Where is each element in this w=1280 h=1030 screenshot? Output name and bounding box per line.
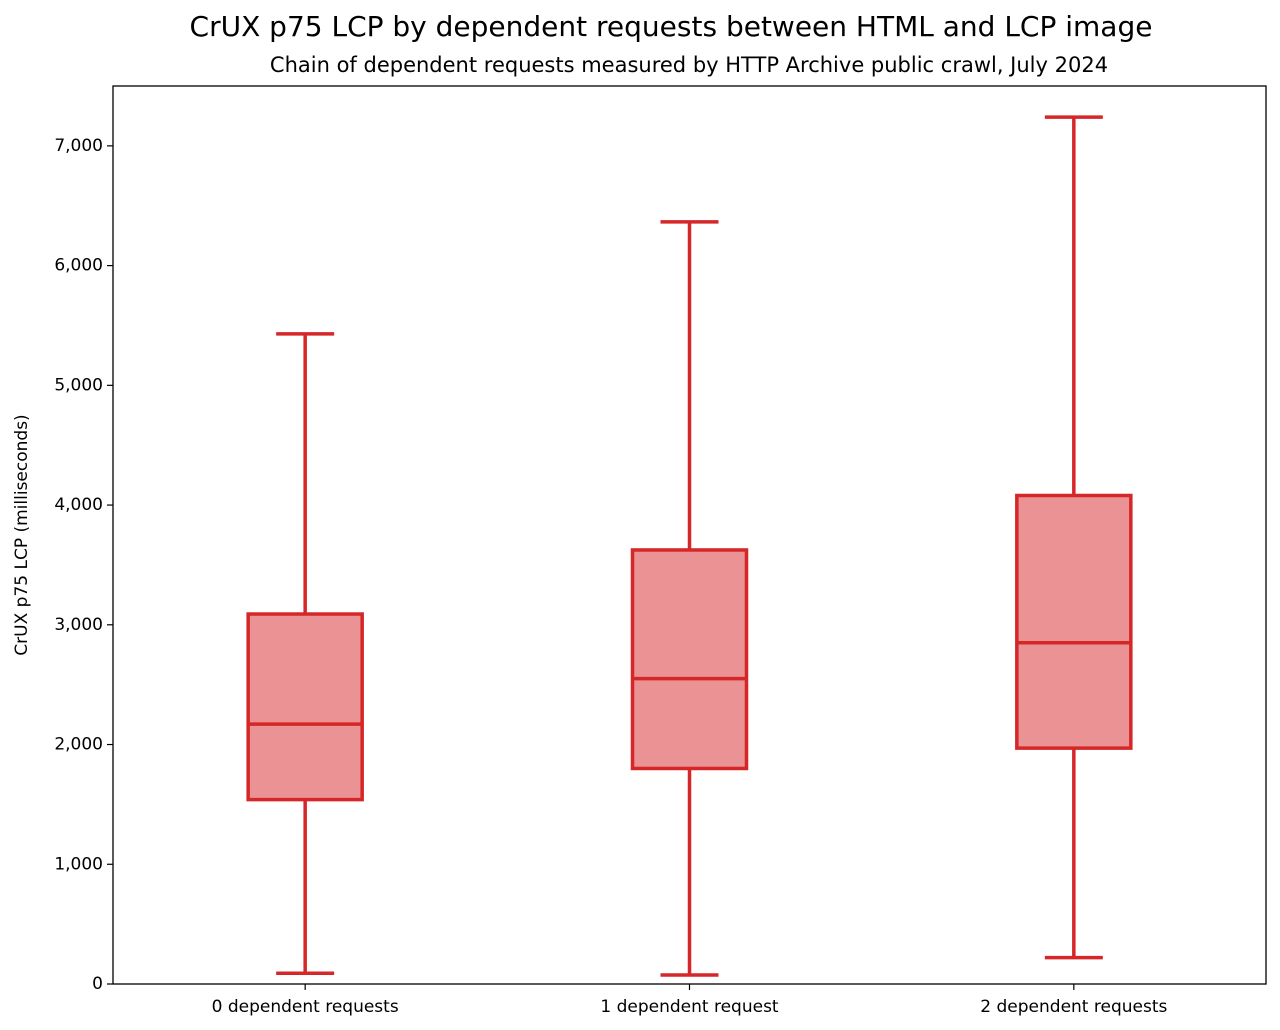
y-axis-label: CrUX p75 LCP (milliseconds)	[12, 414, 32, 655]
box	[1015, 493, 1133, 750]
x-tick-label: 0 dependent requests	[212, 997, 399, 1017]
y-tick-label: 1,000	[54, 854, 103, 874]
y-tick-label: 7,000	[54, 136, 103, 156]
y-tick-label: 3,000	[54, 615, 103, 635]
y-tick-label: 5,000	[54, 375, 103, 395]
x-tick-label: 1 dependent request	[600, 997, 779, 1017]
chart-subtitle: Chain of dependent requests measured by …	[270, 53, 1108, 77]
y-tick-label: 2,000	[54, 735, 103, 755]
y-tick-label: 4,000	[54, 495, 103, 515]
box	[630, 548, 749, 771]
y-tick-label: 6,000	[54, 256, 103, 276]
x-tick-label: 2 dependent requests	[980, 997, 1167, 1017]
chart-title: CrUX p75 LCP by dependent requests betwe…	[190, 10, 1153, 43]
box	[246, 612, 364, 802]
y-tick-label: 0	[92, 974, 103, 994]
